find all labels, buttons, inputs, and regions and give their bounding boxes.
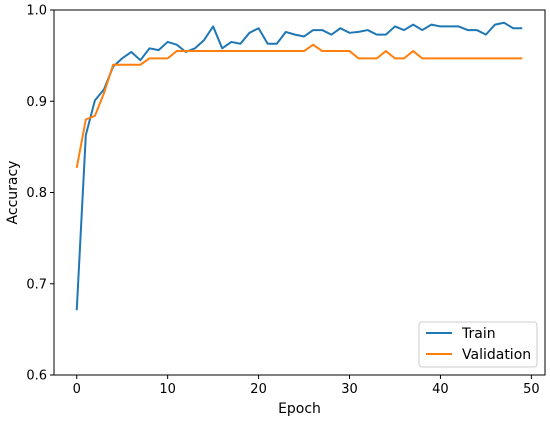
y-axis-label: Accuracy <box>5 161 21 225</box>
legend-label-validation: Validation <box>462 347 531 363</box>
y-tick-label: 0.8 <box>26 186 47 201</box>
x-tick-label: 10 <box>159 382 176 397</box>
legend-label-train: Train <box>461 326 496 342</box>
y-tick-label: 0.6 <box>26 369 47 384</box>
x-tick-label: 40 <box>432 382 449 397</box>
legend: Train Validation <box>418 321 538 368</box>
y-tick-label: 1.0 <box>26 4 47 19</box>
x-tick-label: 20 <box>250 382 267 397</box>
y-tick-label: 0.9 <box>26 95 47 110</box>
x-tick-label: 30 <box>341 382 358 397</box>
series-line-validation <box>75 43 523 169</box>
y-tick-label: 0.7 <box>26 277 47 292</box>
x-tick-label: 0 <box>73 382 81 397</box>
y-axis-ticks: 0.6 0.7 0.8 0.9 1.0 <box>26 4 54 384</box>
x-axis-label: Epoch <box>278 401 321 417</box>
series-line-train <box>75 21 523 311</box>
plot-lines <box>75 21 523 311</box>
x-axis-ticks: 0 10 20 30 40 50 <box>73 375 540 397</box>
x-tick-label: 50 <box>523 382 540 397</box>
